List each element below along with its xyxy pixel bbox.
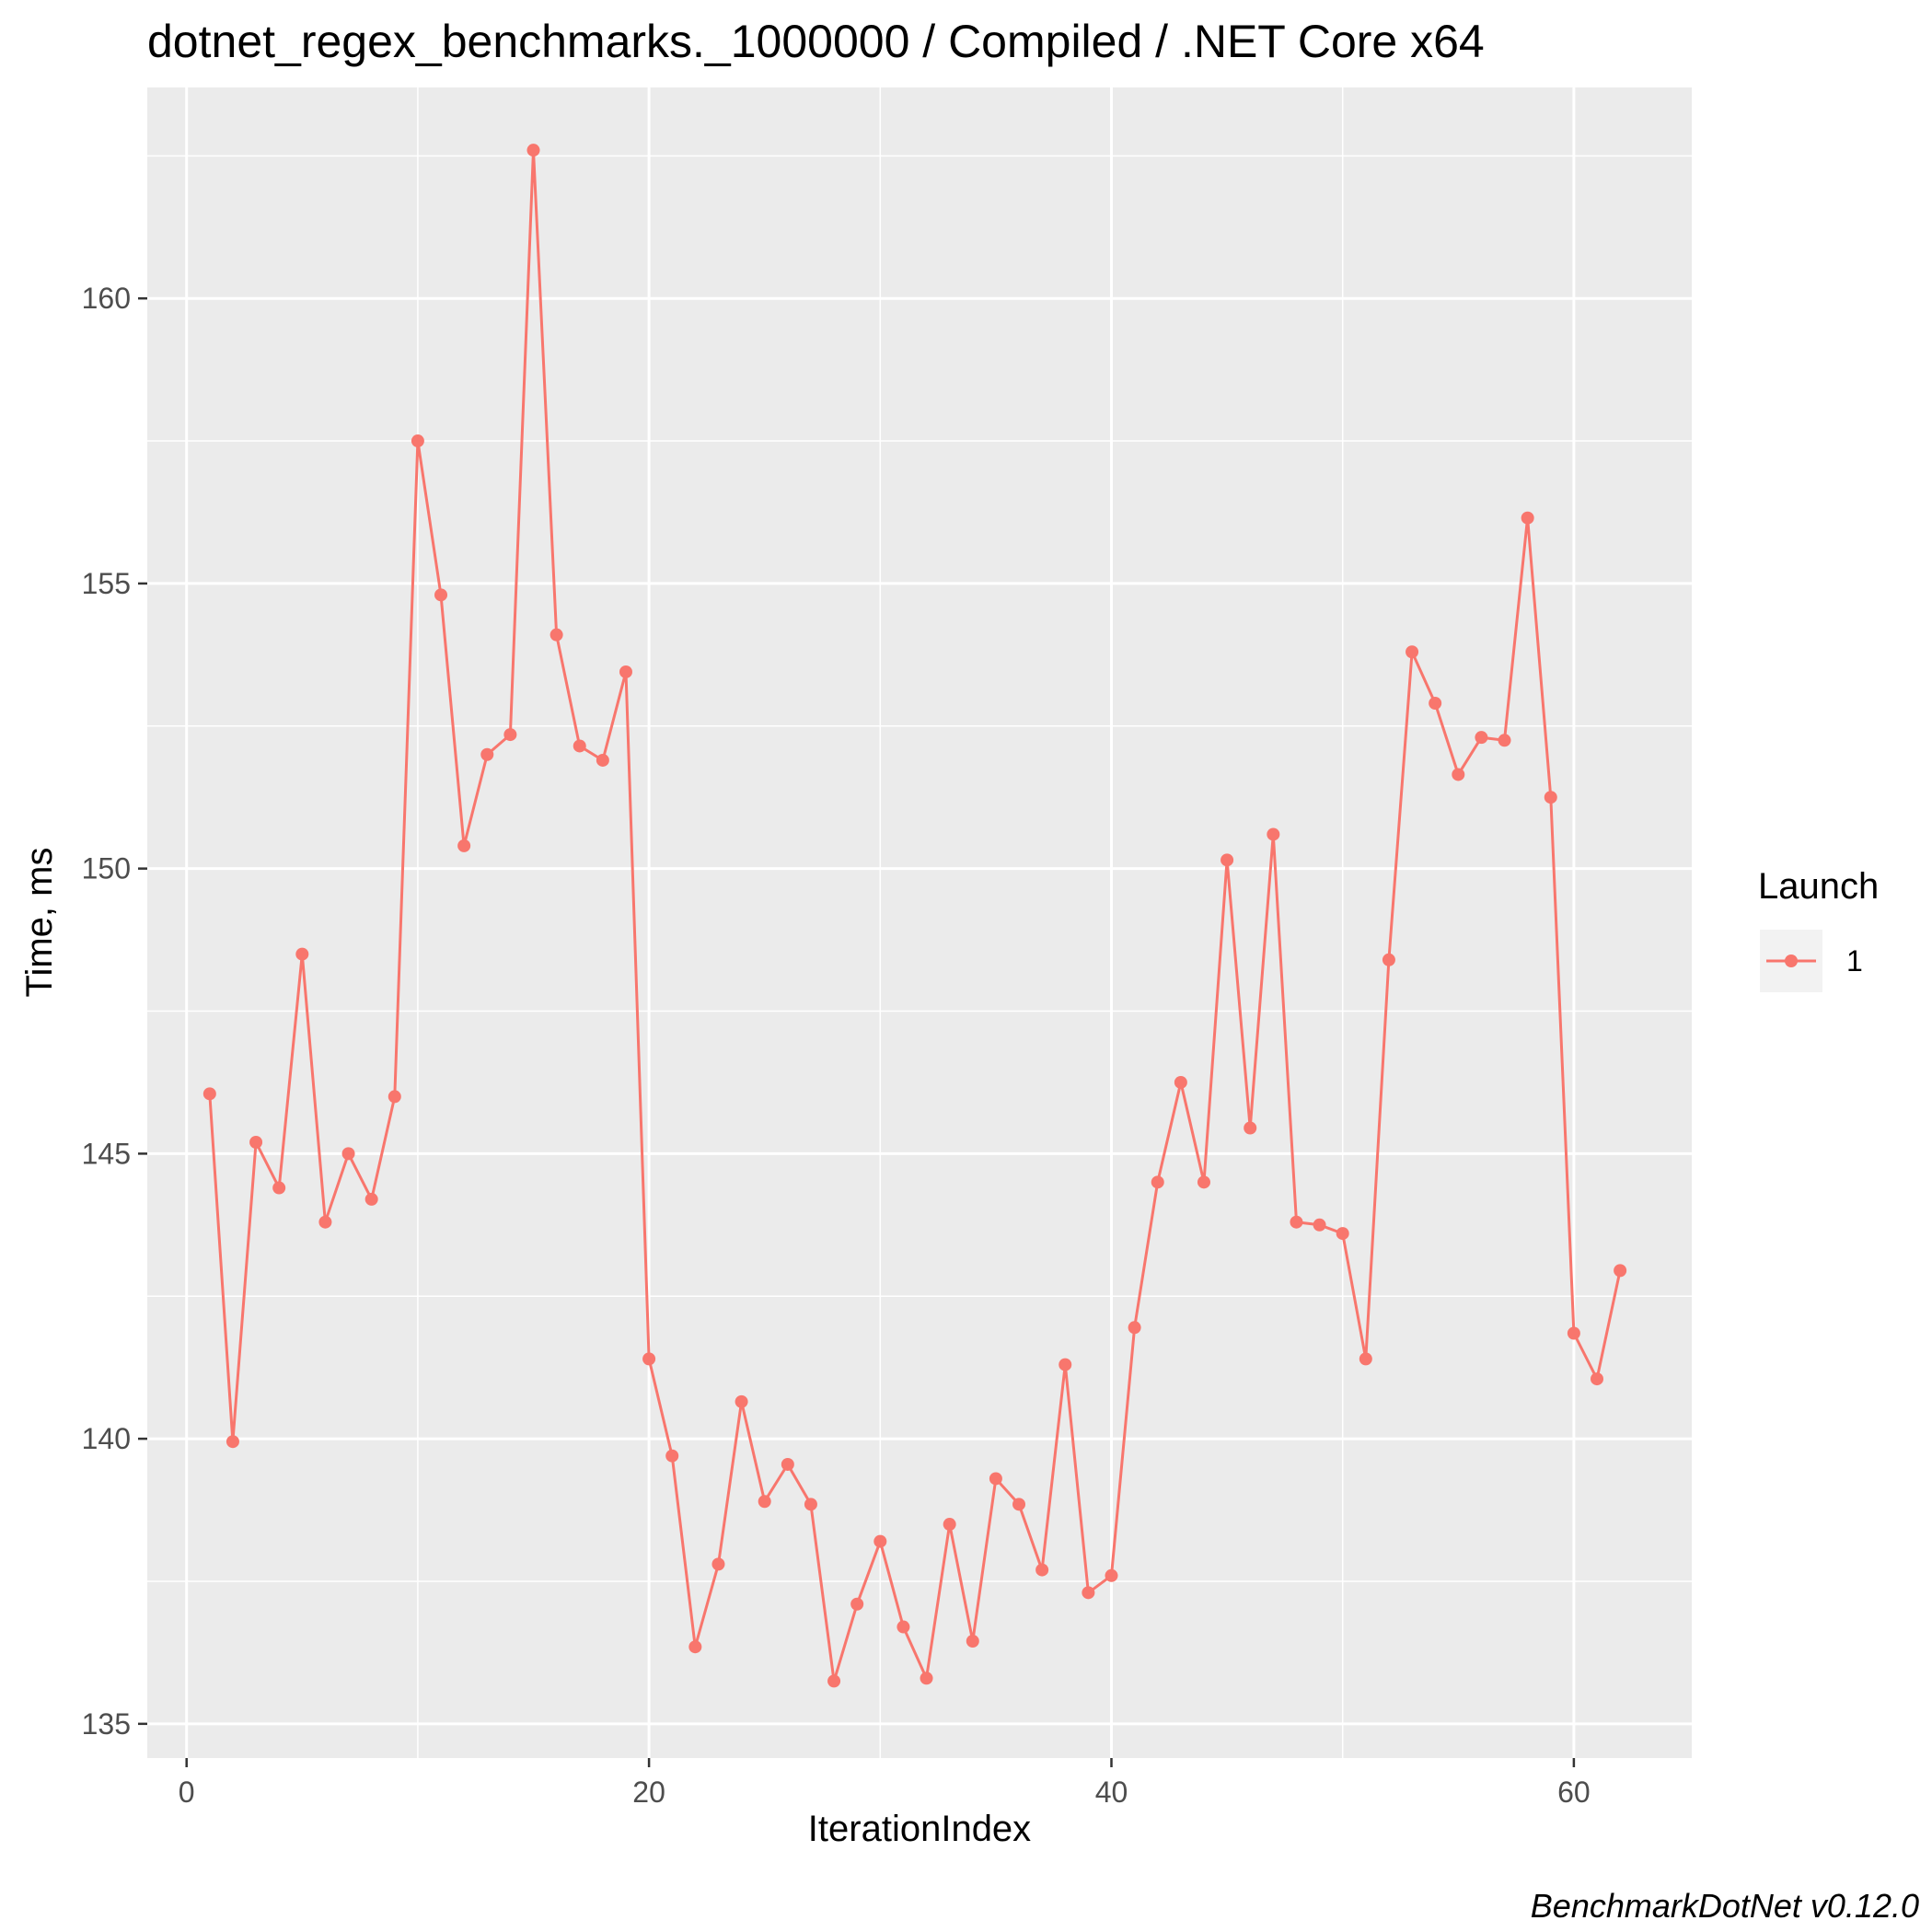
data-point bbox=[1059, 1358, 1072, 1371]
y-tick-label: 145 bbox=[82, 1137, 131, 1170]
data-point bbox=[1128, 1321, 1141, 1335]
data-point bbox=[341, 1147, 355, 1161]
data-point bbox=[1359, 1352, 1372, 1366]
y-axis-title: Time, ms bbox=[19, 848, 60, 998]
data-point bbox=[1221, 853, 1234, 867]
legend-key-point bbox=[1785, 954, 1798, 967]
data-point bbox=[781, 1457, 794, 1471]
data-point bbox=[1567, 1326, 1580, 1340]
data-point bbox=[1290, 1215, 1303, 1229]
data-point bbox=[1197, 1175, 1210, 1189]
series-layer bbox=[202, 144, 1627, 1688]
data-point bbox=[480, 747, 494, 761]
data-point bbox=[272, 1181, 286, 1195]
legend-title: Launch bbox=[1758, 866, 1879, 907]
data-point bbox=[1035, 1563, 1049, 1577]
data-point bbox=[642, 1352, 656, 1366]
x-tick-label: 60 bbox=[1557, 1776, 1591, 1809]
data-point bbox=[827, 1674, 841, 1688]
grid-major bbox=[147, 87, 1692, 1758]
data-point bbox=[711, 1557, 725, 1571]
data-point bbox=[804, 1498, 817, 1511]
data-point bbox=[943, 1518, 956, 1532]
data-point bbox=[1012, 1498, 1026, 1511]
y-tick-label: 140 bbox=[82, 1422, 131, 1455]
data-point bbox=[388, 1090, 401, 1104]
tick-labels: 0 20 40 60 135 140 145 150 155 160 bbox=[82, 282, 1591, 1809]
data-point bbox=[364, 1192, 378, 1206]
data-point bbox=[1452, 768, 1465, 781]
data-point bbox=[1082, 1586, 1095, 1600]
legend: Launch 1 bbox=[1758, 866, 1879, 992]
data-point bbox=[1382, 953, 1395, 966]
data-point bbox=[850, 1597, 864, 1611]
data-point bbox=[318, 1215, 332, 1229]
data-point bbox=[1244, 1121, 1257, 1135]
data-point bbox=[503, 728, 517, 742]
data-point bbox=[1521, 511, 1534, 525]
grid-minor bbox=[147, 87, 1692, 1758]
data-point bbox=[619, 665, 632, 678]
data-point bbox=[758, 1495, 771, 1509]
x-tick-label: 40 bbox=[1095, 1776, 1128, 1809]
axis-ticks bbox=[138, 296, 1576, 1767]
data-point bbox=[665, 1449, 679, 1463]
data-point bbox=[1544, 791, 1557, 804]
data-point bbox=[596, 753, 609, 767]
data-point bbox=[1475, 731, 1488, 745]
data-point bbox=[226, 1435, 239, 1449]
data-point bbox=[1267, 827, 1280, 841]
y-tick-label: 150 bbox=[82, 852, 131, 885]
data-point bbox=[202, 1087, 216, 1101]
data-point bbox=[735, 1394, 748, 1408]
data-point bbox=[550, 628, 563, 642]
data-point bbox=[1174, 1075, 1187, 1089]
plot-panel bbox=[147, 87, 1692, 1758]
data-point bbox=[1151, 1175, 1164, 1189]
data-point bbox=[897, 1620, 910, 1634]
data-point bbox=[873, 1534, 887, 1548]
data-point bbox=[1336, 1227, 1349, 1241]
data-point bbox=[411, 434, 424, 448]
series-line bbox=[208, 148, 1622, 1683]
x-axis-title: IterationIndex bbox=[808, 1809, 1031, 1849]
data-point bbox=[1614, 1264, 1627, 1278]
chart-title: dotnet_regex_benchmarks._1000000 / Compi… bbox=[147, 16, 1485, 67]
data-point bbox=[1429, 697, 1442, 711]
legend-label: 1 bbox=[1846, 944, 1863, 978]
data-point bbox=[573, 739, 586, 753]
data-point bbox=[457, 839, 471, 852]
y-tick-label: 160 bbox=[82, 282, 131, 315]
data-point bbox=[989, 1472, 1002, 1486]
data-point bbox=[526, 144, 540, 157]
caption: BenchmarkDotNet v0.12.0 bbox=[1531, 1887, 1919, 1925]
y-tick-label: 155 bbox=[82, 567, 131, 600]
x-tick-label: 20 bbox=[632, 1776, 665, 1809]
data-point bbox=[920, 1672, 933, 1685]
x-tick-label: 0 bbox=[179, 1776, 195, 1809]
data-point bbox=[295, 947, 309, 961]
y-tick-label: 135 bbox=[82, 1707, 131, 1741]
data-point bbox=[688, 1640, 702, 1654]
data-point bbox=[966, 1635, 979, 1649]
data-point bbox=[1105, 1568, 1118, 1582]
data-point bbox=[249, 1135, 263, 1149]
data-point bbox=[1498, 734, 1511, 747]
data-point bbox=[1406, 645, 1419, 659]
data-point bbox=[1313, 1218, 1326, 1232]
data-point bbox=[1591, 1372, 1604, 1386]
data-point bbox=[434, 588, 448, 602]
